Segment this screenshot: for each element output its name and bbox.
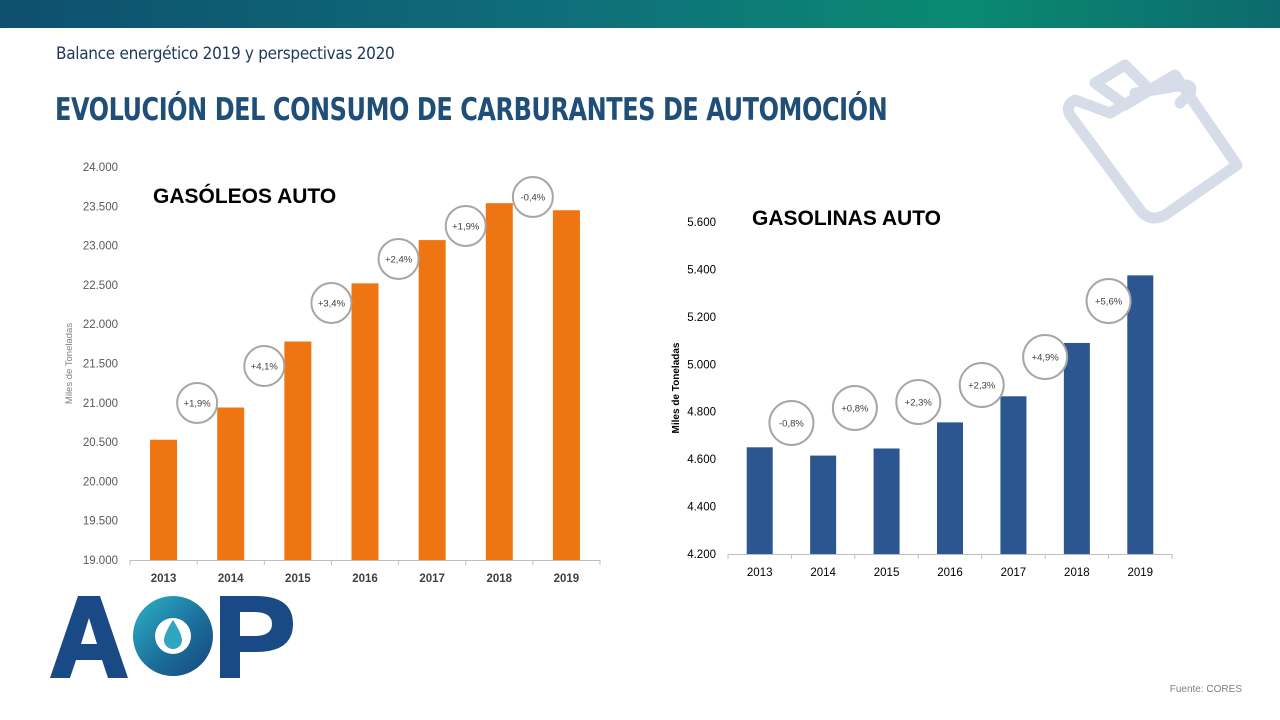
growth-label: +2,3% [905,398,933,409]
x-tick-label: 2013 [747,567,773,579]
y-tick-label: 19.500 [83,516,118,528]
growth-label: +0,8% [841,404,869,415]
growth-bubble [958,362,1005,408]
growth-bubble [895,379,942,425]
x-tick-label: 2013 [151,573,177,585]
growth-label: +4,1% [251,362,279,373]
y-tick-label: 23.500 [83,201,118,213]
growth-label: +3,4% [318,299,346,310]
chart-title: GASOLINAS AUTO [752,207,941,230]
bar-2015 [873,448,900,554]
x-tick-label: 2019 [554,573,580,585]
x-tick-label: 2016 [352,573,378,585]
bar-2018 [485,203,513,560]
growth-label: +4,9% [1032,353,1060,364]
growth-bubble [176,382,219,424]
y-tick-label: 4.400 [687,502,716,514]
growth-label: +1,9% [184,399,212,410]
gasoleos-chart: 19.000 19.500 20.000 20.500 21.000 21.500 22.0… [64,162,601,585]
growth-bubble [377,238,420,280]
growth-label: -0,4% [520,193,545,204]
growth-label: +5,6% [1095,297,1123,308]
x-tick-label: 2014 [218,573,244,585]
growth-label: +2,3% [968,381,996,392]
y-tick-label: 23.000 [83,241,118,253]
top-banner [0,0,1280,28]
y-tick-label: 4.600 [687,454,716,466]
y-axis-label: Miles de Toneladas [671,342,682,433]
bar-2018 [1063,342,1090,554]
x-tick-label: 2015 [874,567,900,579]
bar-2019 [552,210,580,561]
y-tick-label: 21.000 [83,398,118,410]
bar-2019 [1127,275,1154,554]
growth-bubble [444,205,487,247]
x-tick-label: 2015 [285,573,311,585]
chart-title: GASÓLEOS AUTO [153,184,336,208]
x-tick-label: 2018 [1064,567,1090,579]
bar-2017 [418,240,446,560]
x-tick-label: 2018 [486,573,512,585]
growth-bubble [1022,334,1069,380]
growth-bubble [243,345,286,387]
y-tick-label: 4.800 [687,407,716,419]
growth-label: +2,4% [385,255,413,266]
bar-2013 [746,447,773,554]
x-tick-label: 2017 [1001,567,1027,579]
y-tick-label: 20.000 [83,476,118,488]
bar-2014 [810,455,837,554]
growth-bubble [768,400,815,446]
x-tick-label: 2017 [419,573,445,585]
growth-bubble [310,282,353,324]
y-axis-label: Miles de Toneladas [64,323,75,404]
bar-2016 [351,283,379,560]
y-tick-label: 5.200 [687,312,716,324]
page-subtitle: Balance energético 2019 y perspectivas 2… [56,44,395,64]
growth-bubble [511,176,554,218]
x-tick-label: 2014 [810,567,836,579]
y-tick-label: 21.500 [83,359,118,371]
fuel-canister-icon [1062,59,1243,224]
aop-logo [50,596,293,678]
source-note: Fuente: CORES [1169,684,1242,695]
y-tick-label: 20.500 [83,437,118,449]
growth-label: -0,8% [779,419,804,430]
growth-bubble [831,385,878,431]
y-tick-label: 5.400 [687,264,716,276]
y-tick-label: 22.000 [83,319,118,331]
y-tick-label: 22.500 [83,280,118,292]
bar-2013 [150,439,178,560]
bar-2015 [284,341,312,560]
gasolinas-chart: 4.200 4.400 4.600 4.800 5.000 5.200 5.400 5.600… [671,207,1173,579]
bar-2017 [1000,396,1027,554]
y-tick-label: 24.000 [83,162,118,174]
y-tick-label: 19.000 [83,555,118,567]
growth-bubble [1085,278,1132,324]
x-tick-label: 2016 [937,567,963,579]
bar-2014 [217,407,245,560]
x-tick-label: 2019 [1127,567,1153,579]
page-title: EVOLUCIÓN DEL CONSUMO DE CARBURANTES DE … [55,92,888,128]
growth-label: +1,9% [452,222,480,233]
y-tick-label: 4.200 [687,549,716,561]
bar-2016 [937,422,963,554]
y-tick-label: 5.600 [687,217,716,229]
y-tick-label: 5.000 [687,359,716,371]
